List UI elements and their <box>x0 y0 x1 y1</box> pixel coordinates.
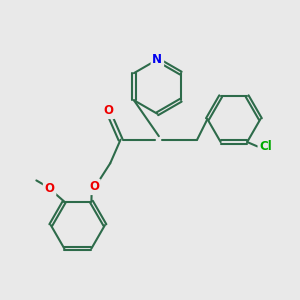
Text: O: O <box>89 180 99 193</box>
Text: O: O <box>104 104 114 117</box>
Text: N: N <box>152 53 162 66</box>
Text: Cl: Cl <box>259 140 272 153</box>
Text: O: O <box>45 182 55 195</box>
